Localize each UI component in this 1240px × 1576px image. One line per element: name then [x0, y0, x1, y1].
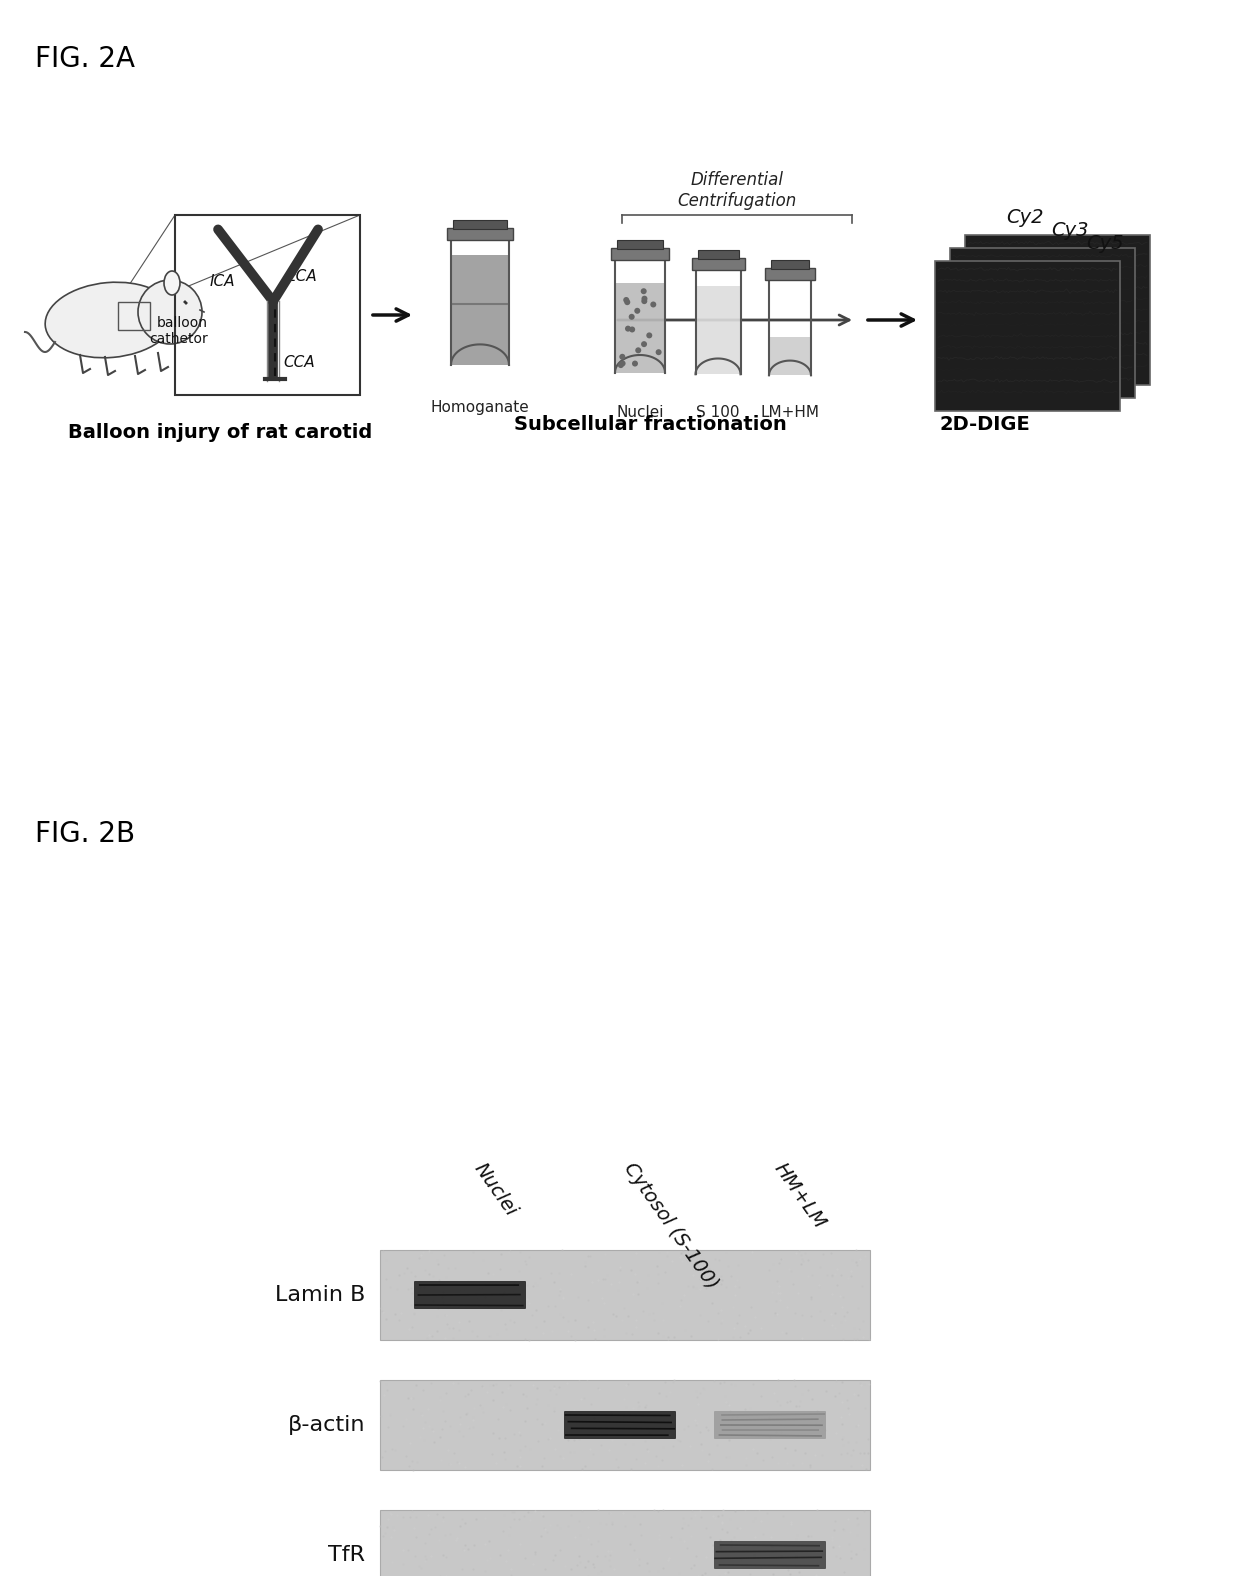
Text: Nuclei: Nuclei: [470, 1158, 521, 1220]
Bar: [453, 221, 507, 229]
Bar: [118, 303, 150, 329]
Text: Lamin B: Lamin B: [274, 1284, 365, 1305]
FancyBboxPatch shape: [714, 1541, 826, 1570]
Circle shape: [650, 301, 656, 307]
Text: 2D-DIGE: 2D-DIGE: [940, 414, 1030, 433]
Bar: [697, 285, 739, 374]
Bar: [692, 258, 744, 269]
FancyBboxPatch shape: [714, 1411, 826, 1439]
Text: Cy5: Cy5: [1086, 233, 1123, 254]
Bar: [771, 260, 808, 269]
Text: TfR: TfR: [329, 1544, 365, 1565]
Bar: [453, 255, 508, 364]
Text: β-actin: β-actin: [288, 1415, 365, 1436]
Circle shape: [625, 326, 631, 331]
Bar: [965, 235, 1149, 385]
Bar: [950, 247, 1135, 399]
FancyBboxPatch shape: [414, 1281, 526, 1310]
Circle shape: [632, 361, 639, 367]
Circle shape: [641, 298, 647, 304]
Bar: [175, 214, 360, 396]
Bar: [379, 1510, 870, 1576]
Circle shape: [635, 347, 641, 353]
Bar: [379, 1250, 870, 1340]
Bar: [611, 247, 670, 260]
Circle shape: [656, 350, 662, 355]
Text: Cy2: Cy2: [1006, 208, 1044, 227]
FancyBboxPatch shape: [564, 1411, 676, 1439]
Bar: [616, 282, 663, 372]
Text: ECA: ECA: [286, 269, 317, 284]
Text: LM+HM: LM+HM: [760, 405, 820, 419]
Circle shape: [646, 333, 652, 339]
Text: Homoganate: Homoganate: [430, 400, 529, 414]
Circle shape: [635, 307, 640, 314]
Text: ICA: ICA: [210, 274, 236, 288]
Bar: [379, 1381, 870, 1470]
Circle shape: [618, 362, 624, 369]
Bar: [765, 268, 815, 281]
Text: FIG. 2B: FIG. 2B: [35, 820, 135, 848]
Circle shape: [641, 288, 647, 295]
Text: S 100: S 100: [696, 405, 740, 419]
Circle shape: [624, 299, 630, 306]
Circle shape: [619, 353, 625, 359]
Text: FIG. 2A: FIG. 2A: [35, 46, 135, 72]
Ellipse shape: [164, 271, 180, 295]
Text: Differential
Centrifugation: Differential Centrifugation: [677, 172, 796, 210]
Text: Subcellular fractionation: Subcellular fractionation: [513, 414, 786, 433]
Text: CCA: CCA: [283, 355, 315, 370]
Bar: [770, 337, 810, 375]
Circle shape: [629, 326, 635, 333]
Text: Cy3: Cy3: [1052, 221, 1089, 240]
Circle shape: [620, 361, 626, 366]
Circle shape: [624, 296, 629, 303]
Circle shape: [138, 281, 202, 344]
Ellipse shape: [45, 282, 175, 358]
Text: Balloon injury of rat carotid: Balloon injury of rat carotid: [68, 422, 372, 441]
Text: Cytosol (S-100): Cytosol (S-100): [620, 1158, 722, 1292]
Text: HM+LM: HM+LM: [770, 1158, 830, 1232]
Circle shape: [641, 296, 647, 301]
Circle shape: [629, 314, 635, 320]
Circle shape: [641, 340, 647, 347]
Text: balloon
cathetor: balloon cathetor: [149, 315, 208, 345]
Bar: [446, 229, 513, 240]
Bar: [618, 240, 663, 249]
Bar: [935, 262, 1120, 411]
Text: Nuclei: Nuclei: [616, 405, 663, 419]
Bar: [697, 251, 739, 258]
